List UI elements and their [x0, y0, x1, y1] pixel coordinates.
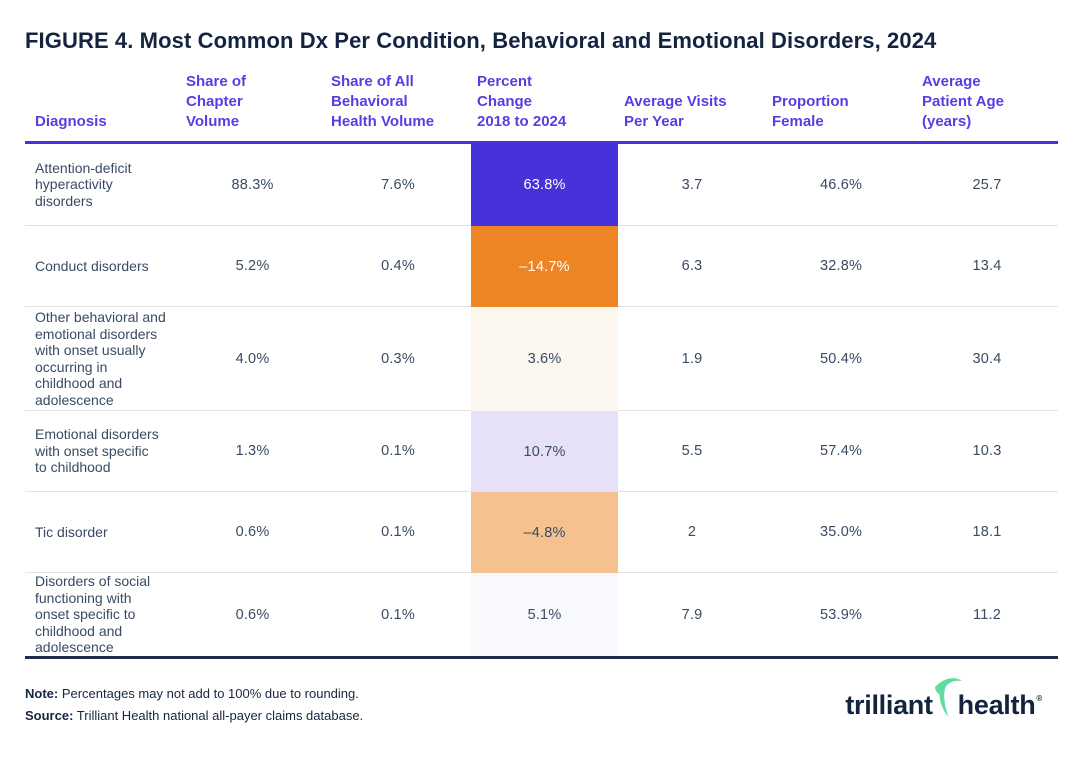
column-header-share-chapter: Share of Chapter Volume	[180, 72, 325, 144]
note-line: Note: Percentages may not add to 100% du…	[25, 683, 363, 705]
cell-percent-change: 3.6%	[471, 307, 618, 411]
cell-share-chapter: 1.3%	[180, 411, 325, 492]
logo-text-trilliant: trilliant	[845, 689, 933, 720]
registered-mark: ®	[1036, 694, 1042, 703]
cell-share-behavioral: 0.1%	[325, 573, 471, 659]
cell-diagnosis: Conduct disorders	[25, 226, 180, 307]
cell-age: 25.7	[916, 144, 1058, 226]
cell-percent-change: 10.7%	[471, 411, 618, 492]
column-header-age: Average Patient Age (years)	[916, 72, 1058, 144]
cell-visits: 3.7	[618, 144, 766, 226]
cell-share-chapter: 4.0%	[180, 307, 325, 411]
cell-age: 11.2	[916, 573, 1058, 659]
cell-age: 30.4	[916, 307, 1058, 411]
cell-female: 53.9%	[766, 573, 916, 659]
cell-female: 35.0%	[766, 492, 916, 573]
cell-diagnosis: Emotional disorders with onset specific …	[25, 411, 180, 492]
cell-share-behavioral: 0.4%	[325, 226, 471, 307]
cell-age: 13.4	[916, 226, 1058, 307]
cell-percent-change: –4.8%	[471, 492, 618, 573]
cell-share-behavioral: 0.1%	[325, 492, 471, 573]
cell-percent-change: –14.7%	[471, 226, 618, 307]
source-text: Trilliant Health national all-payer clai…	[73, 708, 364, 723]
cell-diagnosis: Tic disorder	[25, 492, 180, 573]
cell-share-chapter: 0.6%	[180, 573, 325, 659]
cell-female: 46.6%	[766, 144, 916, 226]
table-header-row: Diagnosis Share of Chapter Volume Share …	[25, 72, 1058, 144]
cell-percent-change: 5.1%	[471, 573, 618, 659]
cell-share-chapter: 0.6%	[180, 492, 325, 573]
cell-percent-change: 63.8%	[471, 144, 618, 226]
cell-share-behavioral: 0.1%	[325, 411, 471, 492]
table-row-social-functioning: Disorders of social functioning with ons…	[25, 573, 1058, 659]
trilliant-health-logo: trilliant health ®	[845, 678, 1058, 721]
column-header-share-behavioral: Share of All Behavioral Health Volume	[325, 72, 471, 144]
source-line: Source: Trilliant Health national all-pa…	[25, 705, 363, 727]
source-label: Source:	[25, 708, 74, 723]
logo-text-health: health	[957, 689, 1036, 720]
cell-diagnosis: Attention-deficit hyperactivity disorder…	[25, 144, 180, 226]
note-text: Percentages may not add to 100% due to r…	[58, 686, 359, 701]
table-row-emotional: Emotional disorders with onset specific …	[25, 411, 1058, 492]
cell-age: 10.3	[916, 411, 1058, 492]
dx-table: Diagnosis Share of Chapter Volume Share …	[25, 72, 1058, 659]
cell-share-behavioral: 0.3%	[325, 307, 471, 411]
column-header-visits: Average Visits Per Year	[618, 72, 766, 144]
cell-visits: 5.5	[618, 411, 766, 492]
page-title: FIGURE 4. Most Common Dx Per Condition, …	[25, 28, 937, 53]
cell-visits: 7.9	[618, 573, 766, 659]
column-header-percent-change: Percent Change 2018 to 2024	[471, 72, 618, 144]
column-header-female: Proportion Female	[766, 72, 916, 144]
table-row-tic: Tic disorder 0.6% 0.1% –4.8% 2 35.0% 18.…	[25, 492, 1058, 573]
cell-share-chapter: 5.2%	[180, 226, 325, 307]
cell-visits: 6.3	[618, 226, 766, 307]
figure-footer: Note: Percentages may not add to 100% du…	[25, 678, 1058, 727]
note-label: Note:	[25, 686, 59, 701]
figure-page: FIGURE 4. Most Common Dx Per Condition, …	[25, 28, 1058, 727]
cell-age: 18.1	[916, 492, 1058, 573]
swoosh-icon	[934, 678, 962, 717]
cell-diagnosis: Other behavioral and emotional disorders…	[25, 307, 180, 411]
cell-female: 32.8%	[766, 226, 916, 307]
cell-share-behavioral: 7.6%	[325, 144, 471, 226]
table-row-conduct: Conduct disorders 5.2% 0.4% –14.7% 6.3 3…	[25, 226, 1058, 307]
cell-female: 50.4%	[766, 307, 916, 411]
table-row-adhd: Attention-deficit hyperactivity disorder…	[25, 144, 1058, 226]
cell-female: 57.4%	[766, 411, 916, 492]
cell-visits: 1.9	[618, 307, 766, 411]
cell-share-chapter: 88.3%	[180, 144, 325, 226]
cell-diagnosis: Disorders of social functioning with ons…	[25, 573, 180, 659]
table-row-other-behavioral: Other behavioral and emotional disorders…	[25, 307, 1058, 411]
column-header-diagnosis: Diagnosis	[25, 72, 180, 144]
cell-visits: 2	[618, 492, 766, 573]
footnotes: Note: Percentages may not add to 100% du…	[25, 683, 363, 727]
